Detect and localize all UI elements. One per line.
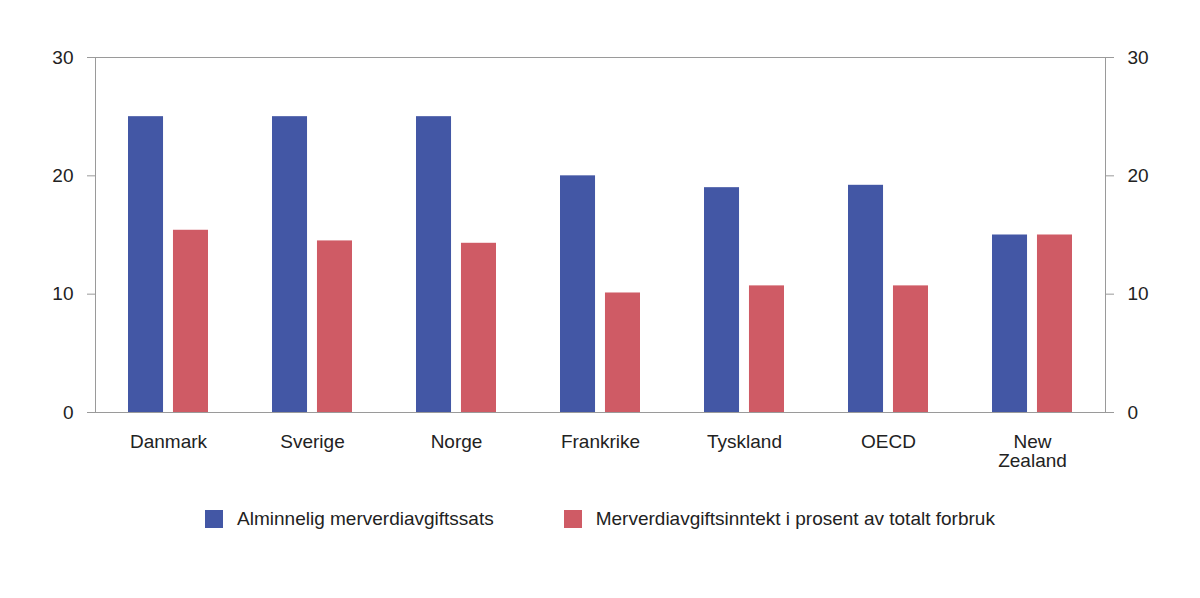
svg-text:20: 20	[52, 165, 73, 186]
svg-text:20: 20	[1128, 165, 1149, 186]
svg-text:10: 10	[52, 283, 73, 304]
svg-text:30: 30	[1128, 47, 1149, 68]
html-text:Merverdiavgiftsinntekt i prose: Merverdiavgiftsinntekt i prosent av tota…	[595, 508, 995, 529]
svg-text:Tyskland: Tyskland	[707, 431, 782, 452]
svg-text:0: 0	[63, 402, 74, 423]
svg-text:30: 30	[52, 47, 73, 68]
svg-text:Danmark: Danmark	[130, 431, 208, 452]
svg-text:Norge: Norge	[431, 431, 483, 452]
svg-text:Sverige: Sverige	[280, 431, 344, 452]
svg-text:10: 10	[1128, 283, 1149, 304]
svg-text:NewZealand: NewZealand	[998, 431, 1067, 471]
svg-text:OECD: OECD	[861, 431, 916, 452]
html-text:Alminnelig merverdiavgiftssats: Alminnelig merverdiavgiftssats	[237, 508, 494, 529]
svg-text:Frankrike: Frankrike	[561, 431, 640, 452]
svg-text:0: 0	[1128, 402, 1139, 423]
